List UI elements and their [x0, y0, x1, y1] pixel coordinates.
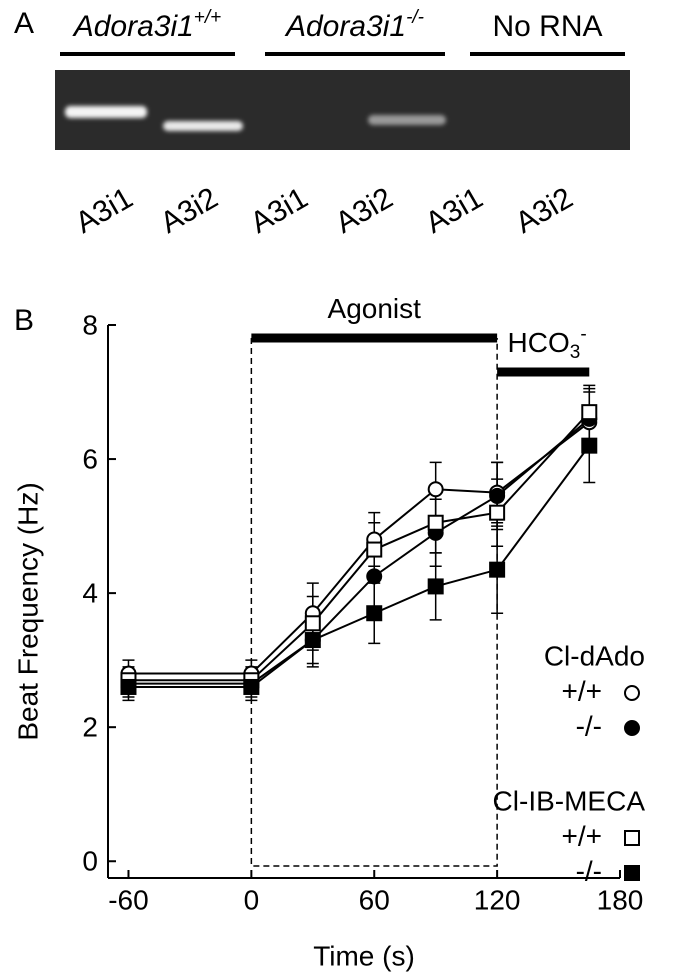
group-label: Adora3i1+/+: [72, 7, 222, 43]
y-axis-title: Beat Frequency (Hz): [12, 482, 43, 740]
group-label: Adora3i1-/-: [284, 7, 424, 43]
group-name: Adora3i1: [284, 10, 406, 43]
lane-label: A3i2: [510, 181, 579, 240]
legend-group-title: Cl-IB-MECA: [493, 785, 646, 816]
group-label: No RNA: [492, 10, 602, 43]
lane-label: A3i1: [70, 181, 139, 240]
panel-label: A: [14, 7, 34, 40]
agonist-period-box: [250, 338, 498, 867]
data-point: [243, 678, 260, 695]
treatment-label: HCO3-: [508, 324, 587, 363]
x-axis-title: Time (s): [313, 940, 415, 971]
x-tick-label: -60: [108, 884, 148, 915]
legend-label: -/-: [576, 710, 602, 741]
series-line: [128, 421, 590, 675]
data-point: [427, 578, 444, 595]
lane-label: A3i2: [155, 181, 224, 240]
legend-marker: [624, 720, 640, 736]
x-tick-label: 0: [244, 884, 260, 915]
data-point: [581, 437, 598, 454]
data-point: [489, 487, 506, 504]
y-tick-label: 6: [82, 443, 98, 474]
x-tick-label: 60: [359, 884, 390, 915]
legend-label: -/-: [576, 855, 602, 886]
x-tick-label: 120: [474, 884, 521, 915]
treatment-name: Agonist: [328, 293, 422, 324]
treatment-subscript: 3: [570, 342, 581, 363]
legend-marker: [624, 865, 640, 881]
data-point: [489, 561, 506, 578]
legend-marker: [624, 830, 640, 846]
y-tick-label: 0: [82, 846, 98, 877]
data-point: [366, 541, 383, 558]
legend-marker: [624, 685, 640, 701]
y-tick-label: 4: [82, 578, 98, 609]
group-name: No RNA: [492, 10, 602, 43]
gel-image: [55, 70, 630, 150]
group-superscript: -/-: [406, 7, 424, 28]
treatment-name: HCO: [508, 327, 570, 358]
treatment-superscript: -: [580, 324, 586, 345]
data-point: [304, 632, 321, 649]
data-point: [366, 568, 383, 585]
gel-band: [368, 115, 446, 125]
gel-band: [65, 106, 147, 118]
series-line: [128, 418, 590, 685]
data-point: [304, 615, 321, 632]
data-point: [427, 514, 444, 531]
treatment-label: Agonist: [328, 293, 422, 324]
series-line: [128, 445, 591, 688]
x-tick-label: 180: [597, 884, 644, 915]
panel-label: B: [14, 304, 34, 337]
gel-band: [163, 121, 243, 131]
lane-label: A3i1: [420, 181, 489, 240]
data-point: [120, 678, 137, 695]
legend-label: +/+: [562, 675, 602, 706]
group-name: Adora3i1: [72, 10, 194, 43]
data-point: [581, 404, 598, 421]
group-superscript: +/+: [194, 7, 221, 28]
lane-label: A3i2: [330, 181, 399, 240]
legend-group-title: Cl-dAdo: [544, 640, 645, 671]
legend-label: +/+: [562, 820, 602, 851]
series-line: [128, 411, 591, 682]
data-point: [489, 504, 506, 521]
lane-label: A3i1: [245, 181, 314, 240]
y-tick-label: 8: [82, 309, 98, 340]
y-tick-label: 2: [82, 712, 98, 743]
data-point: [366, 605, 383, 622]
data-point: [427, 481, 444, 498]
